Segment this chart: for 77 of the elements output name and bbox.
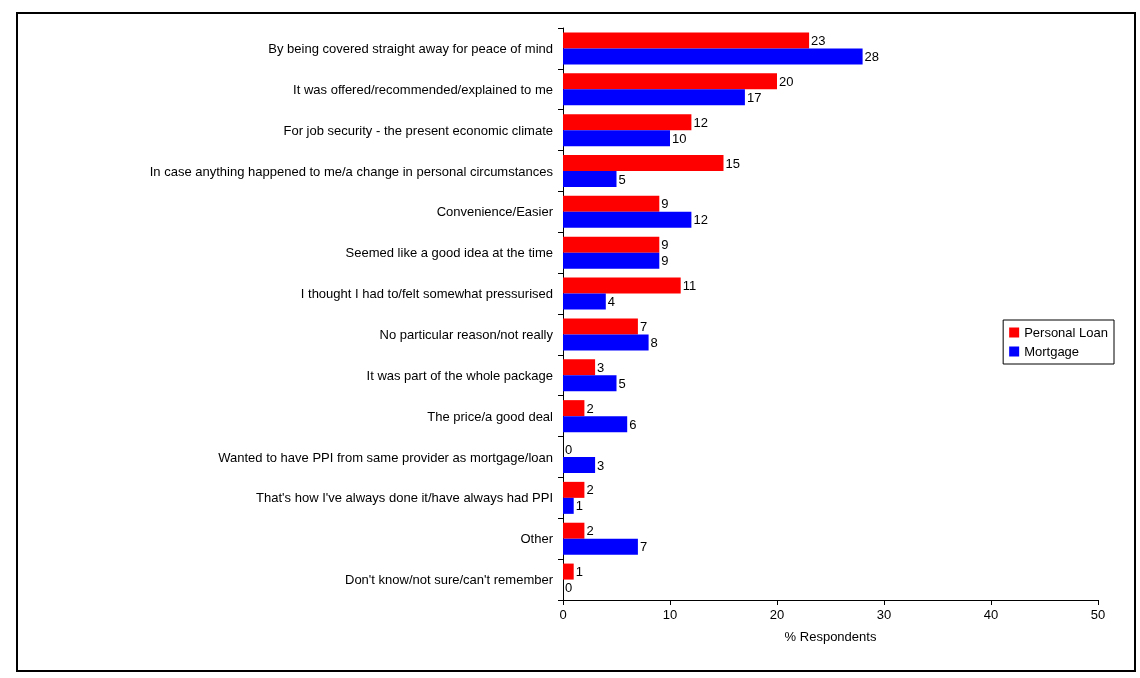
bar — [563, 195, 660, 212]
bar — [563, 359, 596, 376]
legend-label: Mortgage — [1024, 344, 1080, 359]
data-label: 9 — [661, 237, 669, 253]
bar — [563, 481, 585, 498]
data-label: 5 — [618, 171, 626, 187]
legend-label: Personal Loan — [1024, 325, 1108, 340]
y-tick-label: No particular reason/not really — [379, 326, 554, 342]
data-label: 11 — [682, 278, 697, 294]
y-tick-label: It was part of the whole package — [366, 367, 553, 383]
bar — [563, 252, 660, 269]
data-label: 3 — [597, 359, 605, 375]
data-label: 2 — [586, 400, 594, 416]
data-label: 17 — [746, 89, 762, 105]
data-label: 28 — [864, 48, 880, 64]
data-label: 23 — [811, 32, 826, 48]
bar — [563, 538, 638, 555]
x-tick-label: 0 — [559, 607, 567, 622]
bar — [563, 293, 606, 310]
data-label: 1 — [575, 564, 583, 580]
y-tick-label: Seemed like a good idea at the time — [345, 245, 553, 261]
y-tick-label: In case anything happened to me/a change in personal circumstances — [149, 163, 554, 179]
x-tick-label: 20 — [769, 607, 785, 622]
y-tick-label: By being covered straight away for peace of mind — [268, 40, 553, 56]
x-tick-label: 40 — [983, 607, 999, 622]
y-tick-label: Convenience/Easier — [436, 204, 554, 220]
x-tick-label: 50 — [1090, 607, 1106, 622]
x-axis-title: % Respondents — [784, 629, 877, 644]
y-tick-label: For job security - the present economic climate — [283, 122, 553, 138]
bar — [563, 73, 777, 90]
bar — [563, 457, 596, 473]
y-tick-label: The price/a good deal — [427, 408, 554, 424]
data-label: 5 — [618, 375, 626, 391]
data-label: 7 — [639, 318, 648, 334]
y-tick-label: Don't know/not sure/can't remember — [345, 572, 554, 588]
bar — [563, 522, 585, 539]
data-label: 0 — [565, 580, 573, 596]
x-tick-label: 30 — [876, 607, 892, 622]
bar — [563, 277, 681, 294]
bar — [563, 171, 617, 187]
data-label: 0 — [565, 441, 573, 457]
x-tick-label: 10 — [662, 607, 678, 622]
bar — [563, 155, 724, 171]
bar — [563, 114, 692, 131]
data-label: 7 — [639, 539, 648, 555]
bar — [563, 32, 810, 49]
data-label: 9 — [661, 196, 669, 212]
data-label: 6 — [629, 416, 637, 432]
data-label: 2 — [586, 523, 594, 539]
bar — [563, 563, 574, 580]
bar — [563, 497, 574, 514]
bar — [563, 48, 863, 65]
data-label: 15 — [725, 155, 740, 171]
data-label: 2 — [586, 482, 594, 498]
data-label: 12 — [693, 212, 708, 228]
data-label: 20 — [779, 73, 794, 89]
y-tick-label: It was offered/recommended/explained to me — [293, 81, 553, 97]
bar — [563, 400, 585, 417]
bar — [563, 334, 649, 351]
data-label: 10 — [672, 130, 687, 146]
data-label: 1 — [575, 498, 583, 514]
bar — [563, 375, 617, 392]
bar — [563, 236, 660, 253]
bar — [563, 416, 628, 433]
bar — [563, 130, 670, 147]
data-label: 12 — [693, 114, 708, 130]
y-tick-label: Wanted to have PPI from same provider as mortgage/loan — [218, 449, 553, 465]
bar — [563, 89, 745, 106]
y-tick-label: That's how I've always done it/have always had PPI — [256, 490, 553, 506]
data-label: 3 — [597, 457, 605, 473]
data-label: 8 — [650, 334, 658, 350]
bar — [563, 211, 692, 228]
bar — [563, 318, 638, 335]
y-tick-label: I thought I had to/felt somewhat pressurised — [300, 286, 553, 302]
data-label: 4 — [607, 294, 616, 310]
data-label: 9 — [661, 253, 669, 269]
y-tick-label: Other — [520, 531, 554, 547]
